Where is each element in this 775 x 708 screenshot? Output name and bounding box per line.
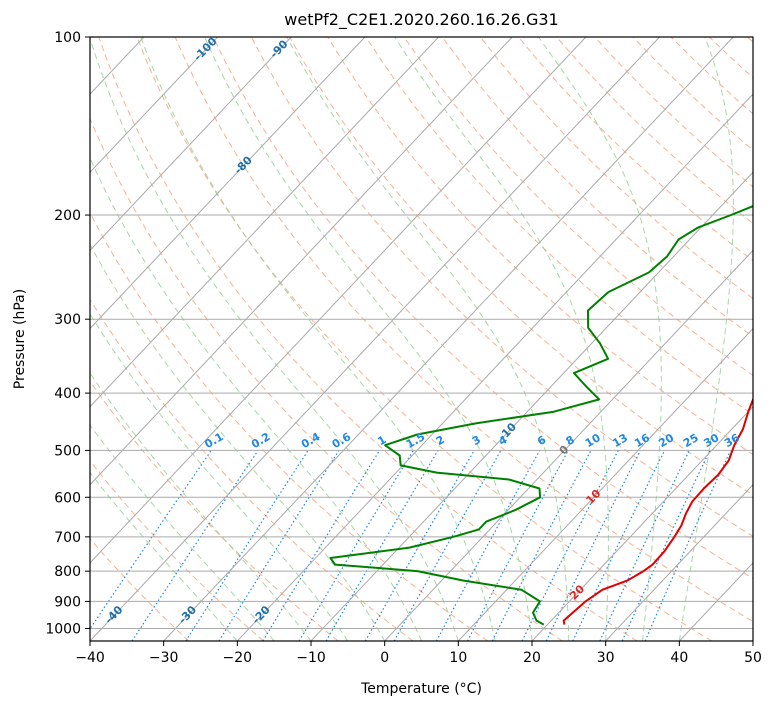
chart-title: wetPf2_C2E1.2020.260.16.26.G31 [284,10,558,30]
y-tick-label: 200 [54,208,81,224]
dry-adiabat-30 [98,37,638,641]
x-tick-label: 50 [744,650,762,666]
y-tick-label: 1000 [45,621,81,637]
mixing-line-13 [521,450,619,641]
x-tick-label: 30 [597,650,615,666]
mixing-ratio-labels: 0.1 0.2 0.4 0.6 1 1.5 2 3 4 6 8 10 13 16 20 25 30 36 [202,430,742,451]
mixing-line-30 [621,450,711,641]
mixing-line-6 [435,450,541,641]
moist-adiabat-5 [90,156,422,641]
x-tick-label: 40 [670,650,688,666]
isotherm--50 [90,37,587,564]
dry-adiabat-100 [365,37,753,416]
mixing-line-0.4 [185,450,309,641]
y-tick-label: 500 [54,443,81,459]
y-tick-label: 800 [54,564,81,580]
y-tick-label: 700 [54,530,81,546]
x-tick-label: −10 [296,650,326,666]
isotherm-0 [384,249,753,641]
dry-adiabat-80 [289,37,753,496]
moist-adiabat-40 [678,37,734,641]
y-tick-label: 300 [54,312,81,328]
moist-adiabat--20 [90,471,238,641]
moist-adiabat-25 [286,37,570,641]
dry-adiabat-50 [174,37,753,623]
y-axis: 100 200 300 400 500 600 700 800 900 1000 [45,30,90,637]
x-tick-label: −40 [75,650,105,666]
isotherm--70 [90,37,439,408]
x-axis: −40 −30 −20 −10 0 10 20 30 40 50 [75,641,762,666]
moist-adiabat-20 [204,37,533,641]
moist-adiabat--5 [90,313,349,641]
dewpoint-line [329,205,753,626]
x-axis-title: Temperature (°C) [360,681,482,697]
isotherm--80 [90,37,366,330]
moist-adiabat-10 [90,37,459,641]
isotherm--40 [90,37,660,641]
plot-frame [89,36,754,642]
mixing-line-0.1 [90,450,212,630]
isotherm--20 [236,93,753,641]
mixing-line-16 [545,450,641,641]
x-tick-label: −20 [223,650,253,666]
isotherm-10 [457,327,753,641]
dry-adiabat-60 [212,37,753,580]
dry-adiabat-10 [90,211,488,641]
x-tick-label: 0 [380,650,389,666]
moist-adiabat-35 [538,37,662,641]
isotherm--90 [90,37,292,252]
x-tick-label: −30 [149,650,179,666]
sounding-lines [329,205,753,626]
dry-adiabat--30 [90,538,190,641]
moist-adiabat-30 [394,37,609,641]
dry-adiabat-40 [136,37,712,641]
dry-adiabat-90 [327,37,753,456]
plot-area: -100-90-80-70-60-50-40-30-20-10010203040… [90,37,753,641]
y-tick-label: 600 [54,490,81,506]
y-tick-label: 400 [54,386,81,402]
y-tick-label: 900 [54,594,81,610]
isotherm-30 [605,484,753,641]
moist-adiabat-15 [140,37,496,641]
y-tick-label: 100 [54,30,81,46]
temperature-line [562,396,753,625]
mixing-line-4 [393,450,502,641]
x-tick-label: 20 [523,650,541,666]
mixing-line-1 [262,450,381,641]
isotherm--30 [163,37,734,641]
y-axis-title: Pressure (hPa) [12,289,28,389]
isotherm-20 [531,405,753,641]
x-tick-label: 10 [449,650,467,666]
dry-adiabat--20 [90,459,264,641]
isotherm--100 [90,37,218,174]
dry-adiabat-20 [90,117,563,641]
isotherm--60 [90,37,513,486]
